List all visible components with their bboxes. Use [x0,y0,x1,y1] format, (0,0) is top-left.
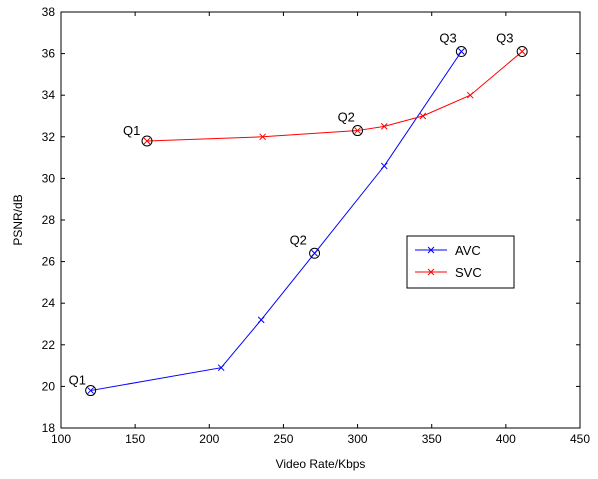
y-tick-label: 38 [42,5,56,19]
x-tick-label: 450 [570,432,590,446]
y-tick-label: 30 [42,171,56,185]
data-point-avc [217,364,225,372]
data-point-svc [419,112,427,120]
annotation-label: Q3 [496,31,513,46]
legend-label-avc: AVC [455,243,481,258]
data-point-svc [466,91,474,99]
y-tick-label: 28 [42,213,56,227]
series-layer [87,48,526,394]
annotation-label: Q1 [69,373,86,388]
x-tick-label: 400 [496,432,516,446]
x-tick-label: 100 [51,432,71,446]
legend-marker-avc [427,246,435,254]
data-point-svc [380,123,388,130]
annotation-circle [141,135,153,147]
series-line-avc [90,51,462,392]
annotation-circle [352,125,364,137]
data-point-svc [259,133,267,141]
x-axis-label: Video Rate/Kbps [276,457,366,471]
y-tick-label: 24 [42,296,56,310]
data-point-svc [354,127,361,134]
y-tick-label: 34 [42,88,56,102]
annotation-label: Q1 [123,123,140,138]
x-tick-label: 350 [422,432,442,446]
y-tick-label: 20 [42,379,56,393]
annotation-circle [516,46,528,58]
x-tick-label: 250 [273,432,293,446]
annotation-label: Q2 [338,110,355,125]
series-svc [143,48,526,145]
legend-marker-svc [427,268,435,276]
y-tick-label: 26 [42,255,56,269]
y-axis-label: PSNR/dB [11,194,25,245]
plot-area [60,11,581,429]
annotation-circle [455,46,467,58]
y-tick-label: 36 [42,47,56,61]
point-annotations: Q1 Q2 Q3 Q1 Q2 Q3 [69,31,528,397]
data-point-svc [518,48,526,55]
data-point-avc [257,316,265,324]
legend-entry-avc: AVC [415,243,481,258]
annotation-label: Q2 [290,232,307,247]
data-point-avc [87,387,95,394]
series-avc [87,48,465,394]
annotation-label: Q3 [439,31,456,46]
plot-frame [60,11,581,429]
legend-entry-svc: SVC [415,265,482,280]
data-point-avc [458,48,465,55]
x-tick-label: 150 [125,432,145,446]
data-point-svc [143,137,151,145]
axis-labels: Video Rate/Kbps PSNR/dB [11,194,365,471]
x-tick-label: 300 [348,432,368,446]
annotation-circle [85,385,97,397]
legend-label-svc: SVC [455,265,482,280]
legend-box [406,235,515,289]
x-tick-label: 200 [199,432,219,446]
legend: AVC SVC [406,235,515,289]
y-tick-label: 22 [42,338,56,352]
y-tick-label: 18 [42,421,56,435]
annotation-circle [309,247,321,259]
y-tick-label: 32 [42,130,56,144]
axis-ticks: 100 150 200 250 300 350 400 450 18 20 22 24 26 28 30 32… [42,5,591,446]
data-point-avc [311,249,318,257]
data-point-avc [380,162,388,170]
